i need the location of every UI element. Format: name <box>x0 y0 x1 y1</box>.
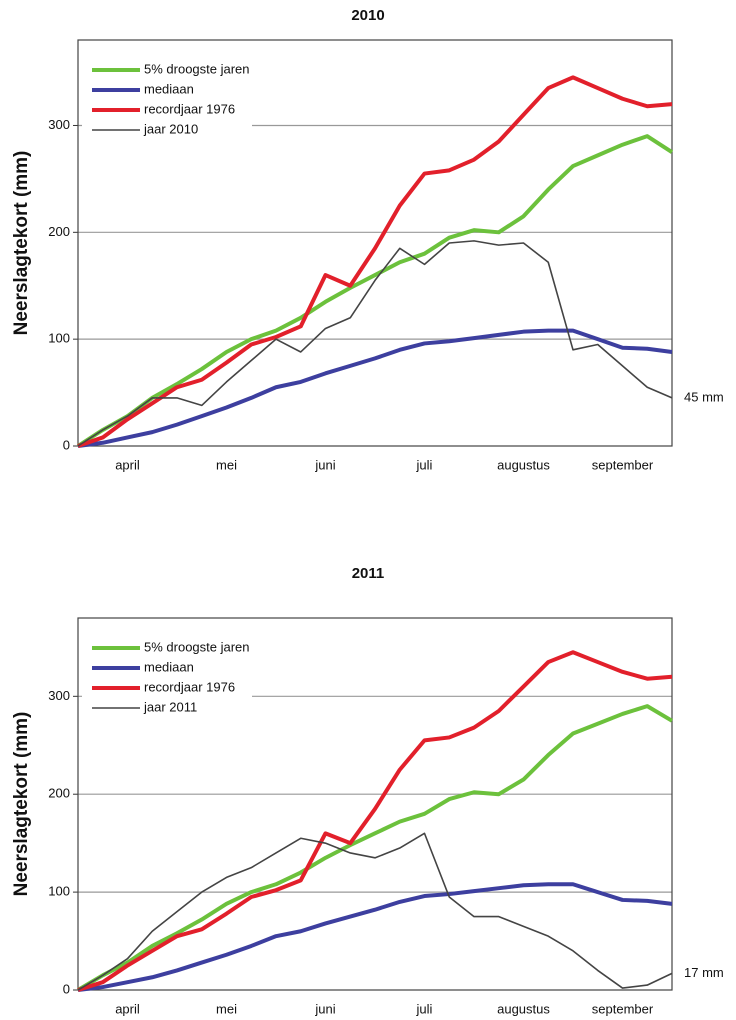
x-tick-label: april <box>115 457 140 472</box>
legend-label: 5% droogste jaren <box>144 61 250 76</box>
x-tick-label: september <box>592 457 654 472</box>
y-axis-label: Neerslagtekort (mm) <box>11 151 32 336</box>
y-tick-label: 100 <box>48 884 70 899</box>
y-tick-label: 100 <box>48 331 70 346</box>
x-tick-label: juni <box>314 457 335 472</box>
series-line <box>77 328 673 448</box>
x-tick-label: mei <box>216 1001 237 1016</box>
legend-label: jaar 2010 <box>143 121 198 136</box>
legend-label: jaar 2011 <box>143 699 197 714</box>
y-tick-label: 300 <box>48 117 70 132</box>
x-tick-label: juli <box>416 457 433 472</box>
annotation: 45 mm <box>684 389 724 404</box>
x-tick-label: mei <box>216 457 237 472</box>
x-tick-label: augustus <box>497 1001 550 1016</box>
y-axis-label: Neerslagtekort (mm) <box>11 712 32 897</box>
series-line <box>77 240 673 447</box>
chart-title: 2010 <box>351 7 384 24</box>
x-tick-label: augustus <box>497 457 550 472</box>
series-line <box>77 882 673 992</box>
series-line <box>76 134 674 448</box>
legend-label: 5% droogste jaren <box>144 639 250 654</box>
legend-label: mediaan <box>144 659 194 674</box>
y-tick-label: 200 <box>48 224 70 239</box>
plot-frame <box>77 617 673 991</box>
x-tick-label: juni <box>314 1001 335 1016</box>
chart-title: 2011 <box>352 565 385 582</box>
legend-label: recordjaar 1976 <box>144 679 235 694</box>
y-tick-label: 300 <box>48 688 70 703</box>
plot-frame <box>77 39 673 447</box>
x-tick-label: april <box>115 1001 140 1016</box>
x-tick-label: juli <box>416 1001 433 1016</box>
series-line <box>77 832 673 991</box>
series-line <box>76 704 674 992</box>
legend-label: mediaan <box>144 81 194 96</box>
x-tick-label: september <box>592 1001 654 1016</box>
series-line <box>77 75 673 448</box>
legend-label: recordjaar 1976 <box>144 101 235 116</box>
series-line <box>77 650 673 992</box>
y-tick-label: 0 <box>63 981 70 996</box>
y-tick-label: 200 <box>48 786 70 801</box>
annotation: 17 mm <box>684 965 724 980</box>
y-tick-label: 0 <box>63 437 70 452</box>
